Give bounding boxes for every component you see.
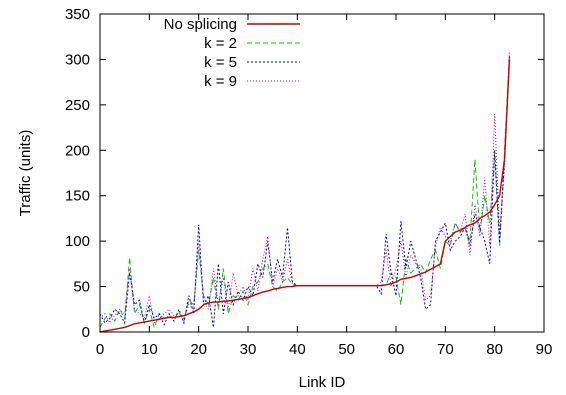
x-tick-label: 60 [388, 341, 405, 358]
x-tick-label: 50 [338, 341, 355, 358]
series-line-k-9 [99, 50, 510, 324]
y-tick-label: 200 [65, 142, 90, 159]
legend-label: k = 9 [204, 73, 237, 90]
x-tick-label: 0 [96, 341, 104, 358]
x-axis-title: Link ID [299, 374, 346, 391]
x-tick-label: 10 [141, 341, 158, 358]
y-tick-label: 0 [82, 324, 90, 341]
legend-label: k = 5 [204, 54, 237, 71]
legend: No splicing k = 2 k = 5 k = 9 [164, 16, 300, 90]
series-line-no-splicing [99, 59, 511, 333]
y-tick-label: 350 [65, 6, 90, 23]
y-tick-label: 250 [65, 97, 90, 114]
x-tick-label: 90 [536, 341, 553, 358]
x-tick-label: 30 [240, 341, 257, 358]
plot-area-frame [99, 13, 545, 333]
legend-label: k = 2 [204, 35, 237, 52]
series-lines [99, 50, 511, 333]
y-tick-label: 100 [65, 233, 90, 250]
x-tick-label: 70 [437, 341, 454, 358]
series-line-k-2 [99, 54, 510, 330]
x-tick-label: 40 [289, 341, 306, 358]
x-tick-label: 80 [486, 341, 503, 358]
y-tick-label: 50 [73, 279, 90, 296]
y-tick-label: 150 [65, 188, 90, 205]
series-line-k-5 [99, 54, 510, 328]
x-tick-label: 20 [190, 341, 207, 358]
y-tick-label: 300 [65, 51, 90, 68]
axis-ticks: 0 10 20 30 40 50 60 70 80 90 0 50 100 150 200 250 300 350 [65, 6, 552, 358]
y-axis-title: Traffic (units) [17, 130, 34, 217]
legend-label: No splicing [164, 16, 237, 33]
